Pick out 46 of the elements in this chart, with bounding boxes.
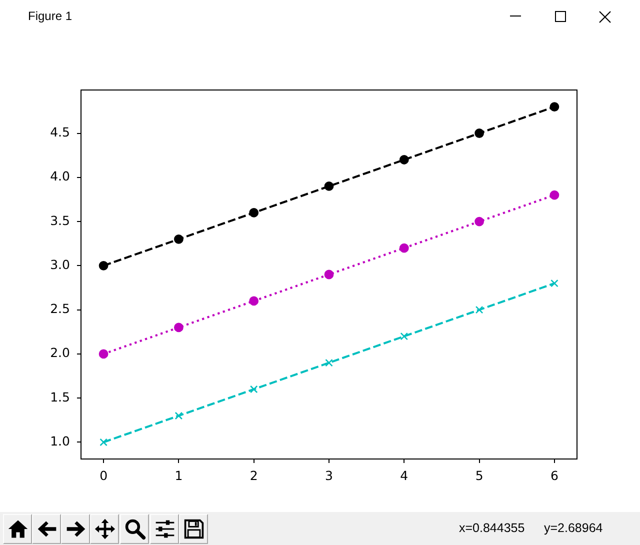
x-tick-label: 6: [550, 468, 558, 483]
forward-button[interactable]: [61, 514, 90, 544]
point: [550, 190, 560, 200]
point: [399, 155, 409, 164]
point: [324, 270, 334, 280]
x-tick-label: 3: [325, 468, 333, 483]
point: [98, 260, 108, 270]
x-tick-label: 2: [250, 468, 258, 483]
x-tick-label: 0: [100, 468, 108, 483]
point: [174, 234, 184, 244]
point: [475, 306, 484, 314]
point: [550, 102, 560, 112]
zoom-button[interactable]: [120, 514, 149, 544]
pan-button[interactable]: [90, 514, 119, 544]
point: [325, 358, 333, 367]
y-tick-label: 1.5: [50, 389, 70, 404]
configure-button[interactable]: [150, 514, 179, 544]
y-tick-label: 3.5: [50, 212, 70, 228]
point: [249, 296, 259, 306]
back-button[interactable]: [32, 514, 61, 544]
point: [250, 385, 258, 394]
home-button[interactable]: [3, 514, 32, 544]
point: [400, 332, 408, 340]
point: [174, 412, 183, 420]
point: [474, 216, 484, 226]
text: y=2.68964: [544, 521, 603, 536]
point: [550, 279, 558, 288]
y-tick-label: 1.0: [50, 433, 70, 448]
point: [98, 349, 108, 359]
y-tick-label: 3.0: [50, 256, 70, 272]
point: [399, 243, 409, 253]
point: [100, 438, 108, 446]
save-button[interactable]: [179, 514, 208, 544]
caption: Figure 1: [28, 9, 72, 23]
y-tick-label: 2.5: [50, 301, 70, 316]
point: [249, 208, 259, 218]
y-tick-label: 4.5: [50, 124, 70, 140]
x-tick-label: 1: [174, 468, 183, 483]
y-tick-label: 4.0: [50, 168, 70, 184]
point: [324, 182, 334, 191]
point: [474, 128, 484, 138]
x-tick-label: 5: [475, 468, 484, 483]
x-tick-label: 4: [400, 468, 408, 483]
y-tick-label: 2.0: [50, 345, 70, 360]
point: [174, 322, 184, 332]
text: x=0.844355: [459, 521, 525, 536]
